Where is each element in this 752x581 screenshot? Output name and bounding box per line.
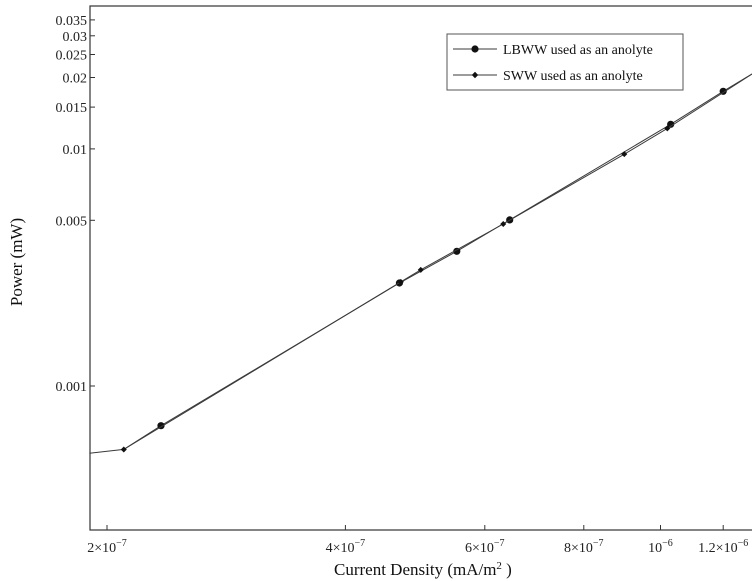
y-tick-label: 0.01 — [63, 143, 88, 158]
x-tick-label: 1.2×10−6 — [698, 538, 748, 556]
y-tick-label: 0.035 — [56, 14, 88, 29]
data-point-diamond — [397, 278, 404, 285]
plot-area: 0.001 0.005 0.01 0.015 0.02 0.025 0.030.035 2×… — [56, 5, 752, 556]
y-tick-label: 0.005 — [56, 214, 88, 229]
data-point-diamond — [500, 221, 507, 228]
data-point-diamond — [417, 266, 424, 273]
series-sww — [89, 73, 752, 454]
x-tick-label: 2×10−7 — [87, 538, 127, 556]
x-tick-label: 8×10−7 — [564, 538, 604, 556]
y-tick-label: 0.03 — [63, 30, 88, 45]
plot-frame — [89, 5, 752, 531]
y-axis: 0.001 0.005 0.01 0.015 0.02 0.025 0.030.035 — [56, 14, 95, 395]
legend-box — [446, 33, 684, 91]
data-point-diamond — [621, 151, 628, 158]
series-layer — [89, 73, 752, 454]
y-axis-title: Power (mW) — [7, 218, 26, 306]
x-tick-label: 10−6 — [648, 538, 673, 556]
data-point-circle — [719, 87, 727, 95]
x-tick-label: 6×10−7 — [465, 538, 505, 556]
data-point-circle — [667, 120, 675, 128]
y-tick-label: 0.015 — [56, 101, 88, 116]
data-point-diamond — [120, 446, 127, 453]
x-tick-label: 4×10−7 — [326, 538, 366, 556]
data-point-circle — [453, 247, 461, 255]
legend-marker-lbww — [471, 45, 479, 53]
data-point-diamond — [664, 125, 671, 132]
y-tick-label: 0.025 — [56, 49, 88, 64]
series-line — [89, 73, 752, 454]
legend: LBWW used as an anolyte SWW used as an a… — [446, 33, 684, 91]
y-tick-label: 0.02 — [63, 72, 88, 87]
x-axis-title: Current Density (mA/m2 ) — [334, 560, 512, 579]
legend-label-sww: SWW used as an anolyte — [503, 69, 643, 84]
x-axis: 2×10−7 4×10−7 6×10−7 8×10−7 10−6 1.2×10−6 — [87, 525, 748, 556]
y-tick-label: 0.001 — [56, 380, 88, 395]
legend-marker-sww — [471, 71, 479, 79]
legend-label-lbww: LBWW used as an anolyte — [503, 43, 653, 58]
